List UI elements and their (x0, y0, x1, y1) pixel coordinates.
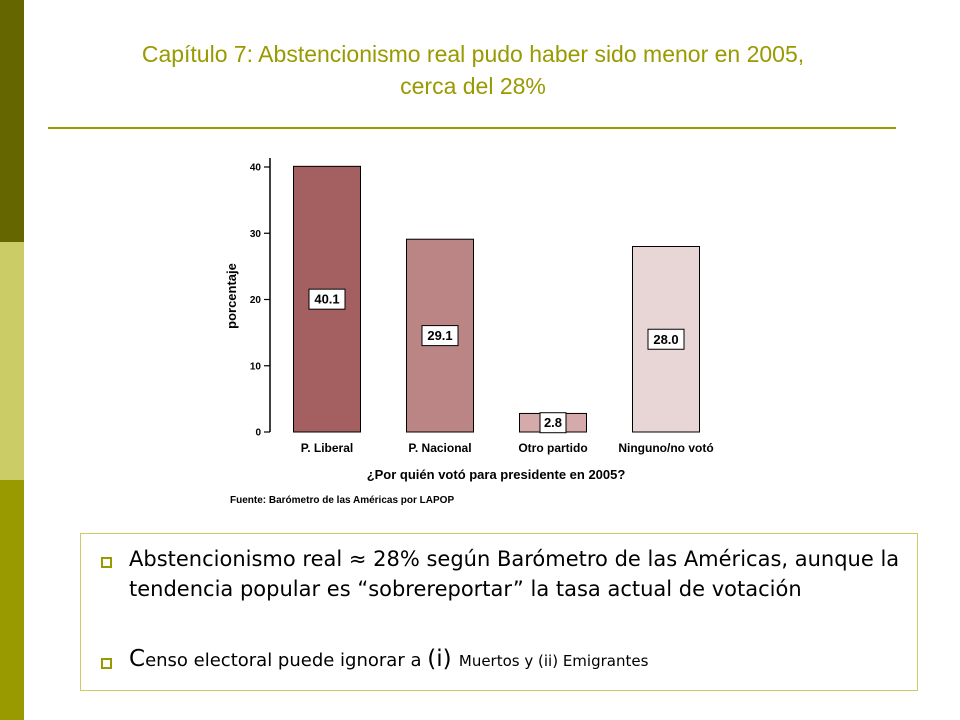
data-label-box (421, 325, 459, 347)
slide-title-line-2: cerca del 28% (400, 73, 546, 99)
x-tick-label: P. Nacional (408, 441, 471, 455)
square-bullet-icon (101, 557, 112, 568)
x-tick-label: Ninguno/no votó (618, 441, 713, 455)
x-tick-label: P. Liberal (301, 441, 353, 455)
bullet-2-main: enso electoral puede ignorar a (145, 650, 428, 671)
data-label: 40.1 (314, 292, 339, 307)
chart-axes: 0 10 20 30 40 P. Liberal P. Nacional Otro parti… (250, 158, 714, 455)
chart-source-note: Fuente: Barómetro de las Américas por LA… (230, 495, 454, 506)
slide-title: Capítulo 7: Abstencionismo real pudo hab… (60, 38, 886, 102)
y-tick-label: 30 (250, 229, 262, 240)
data-label-box (308, 288, 346, 310)
chart-bars (293, 165, 700, 433)
bullet-item-1: Abstencionismo real ≈ 28% según Barómetr… (101, 544, 901, 604)
square-bullet-icon (101, 658, 112, 669)
bullet-2-initial: C (129, 646, 146, 672)
data-label-box (647, 328, 685, 350)
sidebar-stripe-light (0, 242, 24, 480)
slide-title-line-1: Capítulo 7: Abstencionismo real pudo hab… (141, 41, 805, 67)
chart-data-labels: 40.1 29.1 2.8 28.0 (308, 288, 685, 434)
bullet-2-index: (i) (427, 646, 459, 672)
y-tick-label: 40 (250, 163, 262, 174)
bullet-item-2: Censo electoral puede ignorar a (i) Muer… (101, 646, 901, 672)
data-label: 29.1 (427, 328, 452, 343)
y-tick-label: 0 (255, 428, 261, 439)
data-label-box (539, 412, 567, 434)
bullet-2-tail: Muertos y (ii) Emigrantes (458, 652, 649, 670)
title-divider (48, 127, 896, 129)
sidebar-stripe-dark (0, 0, 24, 242)
bullet-text-1: Abstencionismo real ≈ 28% según Barómetr… (129, 547, 900, 601)
data-label: 2.8 (544, 415, 562, 430)
y-tick-label: 20 (250, 295, 262, 306)
data-label: 28.0 (653, 332, 678, 347)
y-axis-title: porcentaje (224, 263, 239, 329)
x-axis-title: ¿Por quién votó para presidente en 2005? (367, 467, 626, 482)
y-tick-label: 10 (250, 361, 262, 372)
bar-chart: 0 10 20 30 40 P. Liberal P. Nacional Otro parti… (224, 158, 714, 506)
bullet-list-box: Abstencionismo real ≈ 28% según Barómetr… (80, 533, 918, 691)
x-tick-label: Otro partido (518, 441, 587, 455)
sidebar-stripe-olive (0, 480, 24, 720)
bullet-text-2: Censo electoral puede ignorar a (i) Muer… (129, 646, 901, 672)
